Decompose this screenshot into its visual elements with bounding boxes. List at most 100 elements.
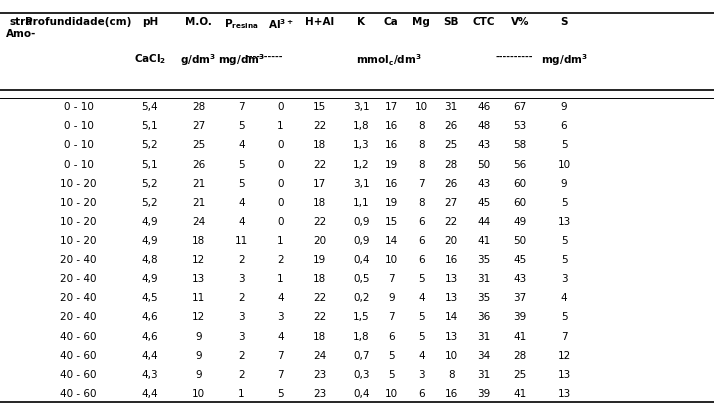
Text: 1,3: 1,3	[353, 140, 370, 150]
Text: 0 - 10: 0 - 10	[64, 102, 94, 112]
Text: 3: 3	[277, 313, 284, 323]
Text: 4,3: 4,3	[141, 370, 159, 380]
Text: 5,2: 5,2	[141, 140, 159, 150]
Text: 4: 4	[238, 198, 245, 208]
Text: 10: 10	[192, 389, 205, 399]
Text: 39: 39	[513, 313, 526, 323]
Text: 15: 15	[385, 217, 398, 227]
Text: 23: 23	[313, 370, 326, 380]
Text: SB: SB	[443, 17, 459, 27]
Text: 36: 36	[478, 313, 491, 323]
Text: 10: 10	[415, 102, 428, 112]
Text: 13: 13	[445, 331, 458, 341]
Text: 8: 8	[418, 198, 425, 208]
Text: 1: 1	[277, 274, 284, 284]
Text: 5,4: 5,4	[141, 102, 159, 112]
Text: 4: 4	[560, 293, 568, 303]
Text: 22: 22	[445, 217, 458, 227]
Text: 40 - 60: 40 - 60	[60, 389, 97, 399]
Text: 7: 7	[277, 370, 284, 380]
Text: 17: 17	[385, 102, 398, 112]
Text: 25: 25	[192, 140, 205, 150]
Text: 6: 6	[418, 236, 425, 246]
Text: 10 - 20: 10 - 20	[60, 198, 97, 208]
Text: 67: 67	[513, 102, 526, 112]
Text: 4: 4	[238, 217, 245, 227]
Text: 44: 44	[478, 217, 491, 227]
Text: 0: 0	[277, 198, 284, 208]
Text: 18: 18	[313, 140, 326, 150]
Text: 0 - 10: 0 - 10	[64, 122, 94, 131]
Text: 8: 8	[418, 140, 425, 150]
Text: 7: 7	[388, 313, 395, 323]
Text: 19: 19	[385, 160, 398, 170]
Text: 16: 16	[445, 389, 458, 399]
Text: 26: 26	[192, 160, 205, 170]
Text: 0: 0	[277, 102, 284, 112]
Text: 3,1: 3,1	[353, 178, 370, 189]
Text: V%: V%	[511, 17, 529, 27]
Text: 1,8: 1,8	[353, 331, 370, 341]
Text: CaCl$_{\mathregular{2}}$: CaCl$_{\mathregular{2}}$	[134, 52, 166, 66]
Text: 9: 9	[195, 331, 202, 341]
Text: 40 - 60: 40 - 60	[60, 370, 97, 380]
Text: 13: 13	[558, 370, 570, 380]
Text: 0,5: 0,5	[353, 274, 370, 284]
Text: 1,5: 1,5	[353, 313, 370, 323]
Text: 2: 2	[238, 370, 245, 380]
Text: 41: 41	[478, 236, 491, 246]
Text: 21: 21	[192, 178, 205, 189]
Text: 43: 43	[478, 178, 491, 189]
Text: 41: 41	[513, 331, 526, 341]
Text: 12: 12	[558, 351, 570, 361]
Text: 0,9: 0,9	[353, 217, 370, 227]
Text: 10 - 20: 10 - 20	[60, 217, 97, 227]
Text: 14: 14	[385, 236, 398, 246]
Text: 3,1: 3,1	[353, 102, 370, 112]
Text: 16: 16	[385, 178, 398, 189]
Text: 8: 8	[448, 370, 455, 380]
Text: Al$^{\mathregular{3+}}$: Al$^{\mathregular{3+}}$	[268, 17, 293, 31]
Text: S: S	[560, 17, 568, 27]
Text: 39: 39	[478, 389, 491, 399]
Text: 2: 2	[238, 255, 245, 265]
Text: 5: 5	[388, 370, 395, 380]
Text: 0: 0	[277, 140, 284, 150]
Text: 13: 13	[445, 274, 458, 284]
Text: 13: 13	[445, 293, 458, 303]
Text: g/dm$^{\mathregular{3}}$: g/dm$^{\mathregular{3}}$	[181, 52, 216, 68]
Text: 7: 7	[238, 102, 245, 112]
Text: 28: 28	[192, 102, 205, 112]
Text: M.O.: M.O.	[185, 17, 212, 27]
Text: 21: 21	[192, 198, 205, 208]
Text: 50: 50	[478, 160, 491, 170]
Text: 1,1: 1,1	[353, 198, 370, 208]
Text: 3: 3	[238, 331, 245, 341]
Text: H+Al: H+Al	[306, 17, 334, 27]
Text: 3: 3	[418, 370, 425, 380]
Text: 7: 7	[388, 274, 395, 284]
Text: 4: 4	[238, 140, 245, 150]
Text: P$_{\mathregular{resina}}$: P$_{\mathregular{resina}}$	[224, 17, 258, 31]
Text: 49: 49	[513, 217, 526, 227]
Text: 10: 10	[385, 255, 398, 265]
Text: 26: 26	[445, 178, 458, 189]
Text: 17: 17	[313, 178, 326, 189]
Text: 20 - 40: 20 - 40	[60, 274, 97, 284]
Text: 8: 8	[418, 160, 425, 170]
Text: 40 - 60: 40 - 60	[60, 331, 97, 341]
Text: 0: 0	[277, 217, 284, 227]
Text: 8: 8	[418, 122, 425, 131]
Text: 31: 31	[478, 274, 491, 284]
Text: 16: 16	[385, 140, 398, 150]
Text: 28: 28	[513, 351, 526, 361]
Text: Ca: Ca	[384, 17, 398, 27]
Text: mg/dm$^{\mathregular{3}}$: mg/dm$^{\mathregular{3}}$	[540, 52, 588, 68]
Text: 18: 18	[313, 331, 326, 341]
Text: 22: 22	[313, 293, 326, 303]
Text: mmol$_{\mathregular{c}}$/dm$^{\mathregular{3}}$: mmol$_{\mathregular{c}}$/dm$^{\mathregul…	[356, 52, 422, 68]
Text: 18: 18	[313, 274, 326, 284]
Text: 0: 0	[277, 178, 284, 189]
Text: 0,2: 0,2	[353, 293, 370, 303]
Text: 0,4: 0,4	[353, 255, 370, 265]
